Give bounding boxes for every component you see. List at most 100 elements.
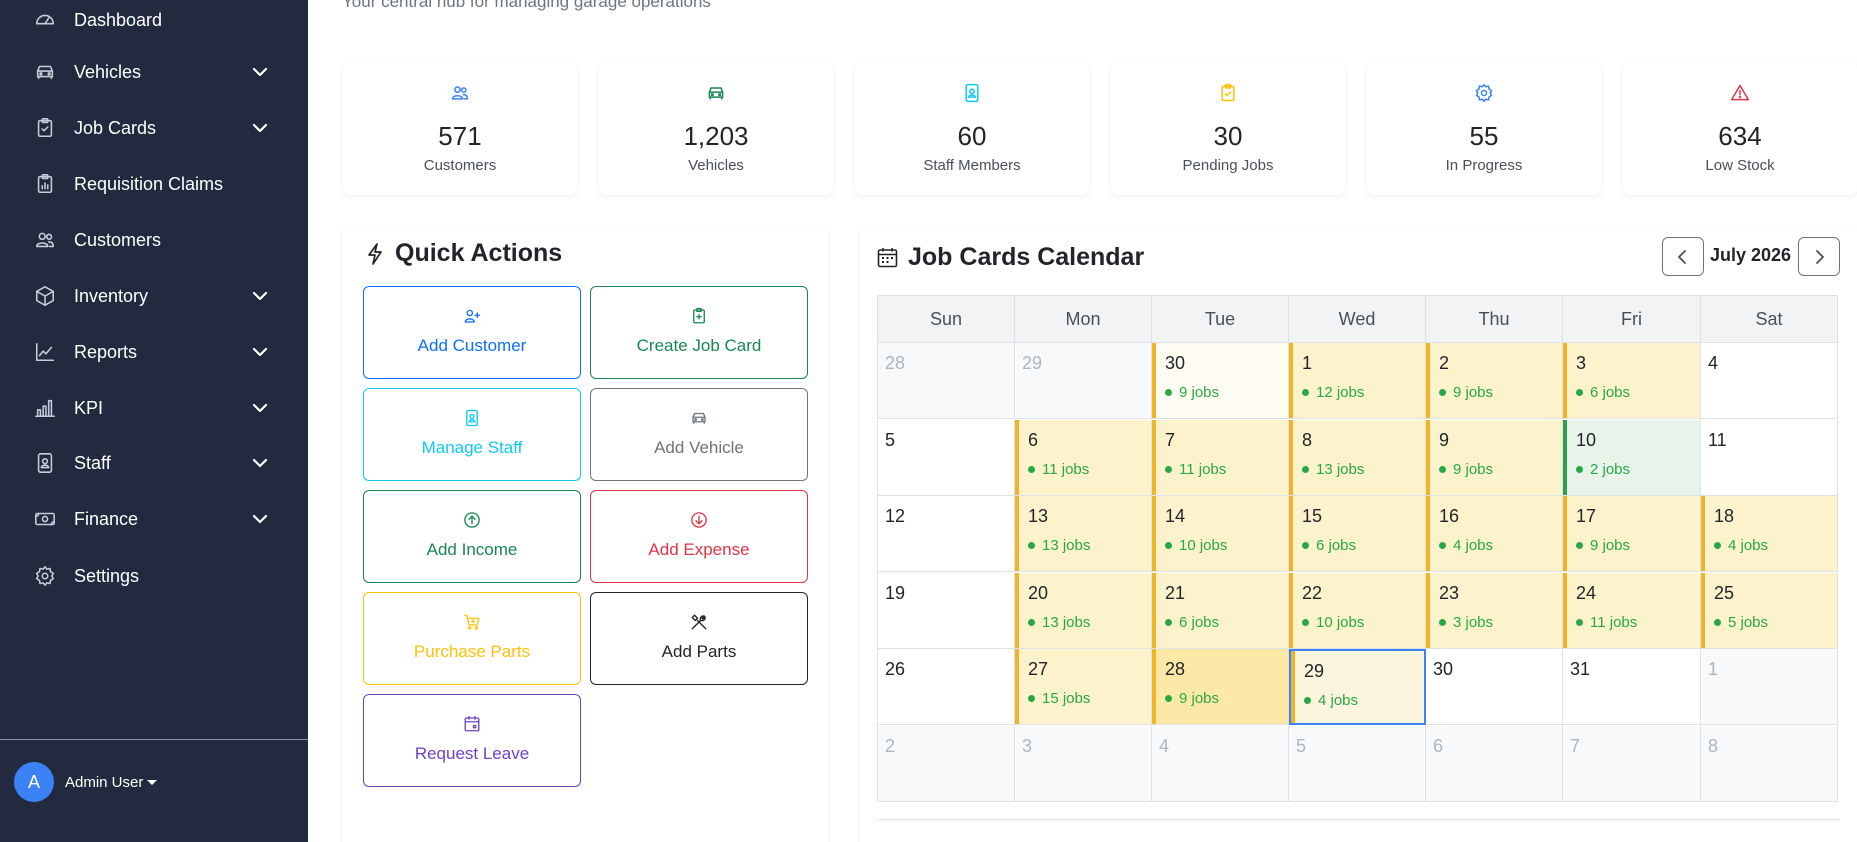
sidebar-item-dashboard[interactable]: Dashboard	[0, 0, 308, 45]
sidebar-item-vehicles[interactable]: Vehicles	[0, 47, 308, 97]
stat-label: Vehicles	[688, 157, 744, 174]
calendar-day-cell[interactable]: 14 10 jobs	[1152, 496, 1289, 572]
lightning-icon	[368, 242, 382, 265]
calendar-day-cell[interactable]: 6 11 jobs	[1015, 419, 1152, 496]
day-number: 29	[1304, 661, 1325, 681]
gear-icon	[35, 566, 55, 586]
calendar-day-cell[interactable]: 30 9 jobs	[1152, 343, 1289, 419]
sidebar-item-customers[interactable]: Customers	[0, 215, 308, 265]
job-count: 4 jobs	[1304, 692, 1358, 709]
job-count: 9 jobs	[1439, 384, 1493, 401]
sidebar-item-label: Dashboard	[74, 9, 163, 30]
add-income-button[interactable]: Add Income	[363, 490, 581, 583]
job-count: 10 jobs	[1302, 614, 1364, 631]
day-number: 8	[1708, 735, 1719, 756]
day-number: 28	[1165, 659, 1186, 679]
manage-staff-button[interactable]: Manage Staff	[363, 388, 581, 481]
calendar-day-cell[interactable]: 23 3 jobs	[1426, 572, 1563, 649]
button-label: Purchase Parts	[413, 642, 531, 661]
sidebar-item-inventory[interactable]: Inventory	[0, 271, 308, 321]
calendar-day-cell[interactable]: 17 9 jobs	[1563, 496, 1701, 572]
calendar-day-cell[interactable]: 4	[1701, 343, 1838, 419]
calendar-day-cell[interactable]: 25 5 jobs	[1701, 572, 1838, 649]
calendar-day-cell[interactable]: 16 4 jobs	[1426, 496, 1563, 572]
calendar-day-cell[interactable]: 8 13 jobs	[1289, 419, 1426, 496]
calendar-day-cell[interactable]: 21 6 jobs	[1152, 572, 1289, 649]
cash-icon	[33, 507, 57, 531]
arrow-up-circle-icon	[364, 511, 580, 529]
create-job-card-button[interactable]: Create Job Card	[590, 286, 808, 379]
calendar-day-cell[interactable]: 7 11 jobs	[1152, 419, 1289, 496]
stat-card-pending-jobs: 30 Pending Jobs	[1110, 62, 1346, 195]
stat-label: In Progress	[1445, 157, 1523, 174]
calendar-day-cell[interactable]: 31	[1563, 649, 1701, 725]
calendar-day-cell[interactable]: 30	[1426, 649, 1563, 725]
calendar-day-cell[interactable]: 20 13 jobs	[1015, 572, 1152, 649]
calendar-day-cell[interactable]: 24 11 jobs	[1563, 572, 1701, 649]
calendar-day-cell[interactable]: 5	[877, 419, 1015, 496]
calendar-day-cell[interactable]: 29	[1015, 343, 1152, 419]
calendar-day-cell[interactable]: 2	[877, 725, 1015, 802]
day-number: 29	[1022, 353, 1043, 373]
calendar-day-cell[interactable]: 13 13 jobs	[1015, 496, 1152, 572]
next-month-button[interactable]	[1798, 237, 1840, 276]
sidebar-item-kpi[interactable]: KPI	[0, 383, 308, 433]
sidebar-item-reports[interactable]: Reports	[0, 327, 308, 377]
job-count-label: 10 jobs	[1179, 537, 1228, 554]
calendar-day-cell[interactable]: 12	[877, 496, 1015, 572]
add-parts-button[interactable]: Add Parts	[590, 592, 808, 685]
status-dot	[1439, 618, 1446, 626]
day-number: 4	[1708, 353, 1719, 373]
chevron-down-icon	[252, 288, 268, 304]
calendar-day-cell[interactable]: 22 10 jobs	[1289, 572, 1426, 649]
sidebar-item-job-cards[interactable]: Job Cards	[0, 103, 308, 153]
arrow-down-circle-icon	[691, 512, 707, 528]
purchase-parts-button[interactable]: Purchase Parts	[363, 592, 581, 685]
calendar-day-cell[interactable]: 18 4 jobs	[1701, 496, 1838, 572]
request-leave-button[interactable]: Request Leave	[363, 694, 581, 787]
clipboard-icon	[33, 116, 57, 140]
sidebar-item-settings[interactable]: Settings	[0, 551, 308, 601]
car-icon	[708, 87, 724, 100]
cash-icon	[35, 512, 55, 526]
sidebar-item-staff[interactable]: Staff	[0, 438, 308, 488]
arrow-up-circle-icon	[464, 512, 480, 528]
calendar-day-cell[interactable]: 3	[1015, 725, 1152, 802]
job-count-label: 13 jobs	[1042, 537, 1091, 554]
calendar-day-cell[interactable]: 27 15 jobs	[1015, 649, 1152, 725]
calendar-day-cell[interactable]: 1 12 jobs	[1289, 343, 1426, 419]
add-customer-button[interactable]: Add Customer	[363, 286, 581, 379]
calendar-day-cell[interactable]: 7	[1563, 725, 1701, 802]
calendar-day-cell[interactable]: 11	[1701, 419, 1838, 496]
calendar-day-cell[interactable]: 10 2 jobs	[1563, 419, 1701, 496]
job-count: 9 jobs	[1439, 461, 1493, 478]
button-label: Add Customer	[417, 336, 527, 355]
sidebar-item-label: Job Cards	[74, 117, 157, 138]
calendar-day-cell[interactable]: 29 4 jobs	[1289, 649, 1426, 725]
prev-month-button[interactable]	[1662, 237, 1704, 276]
chevron-left-icon	[1678, 249, 1686, 264]
user-menu[interactable]: A Admin User	[14, 762, 158, 802]
calendar-day-cell[interactable]: 4	[1152, 725, 1289, 802]
sidebar-item-finance[interactable]: Finance	[0, 494, 308, 544]
stat-card-in-progress: 55 In Progress	[1366, 62, 1602, 195]
job-count: 4 jobs	[1714, 537, 1768, 554]
calendar-day-cell[interactable]: 19	[877, 572, 1015, 649]
calendar-day-cell[interactable]: 28 9 jobs	[1152, 649, 1289, 725]
calendar-day-cell[interactable]: 15 6 jobs	[1289, 496, 1426, 572]
calendar-day-cell[interactable]: 8	[1701, 725, 1838, 802]
add-expense-button[interactable]: Add Expense	[590, 490, 808, 583]
calendar-day-cell[interactable]: 5	[1289, 725, 1426, 802]
sidebar-item-requisition-claims[interactable]: Requisition Claims	[0, 159, 308, 209]
calendar-day-cell[interactable]: 26	[877, 649, 1015, 725]
job-count: 4 jobs	[1439, 537, 1493, 554]
add-vehicle-button[interactable]: Add Vehicle	[590, 388, 808, 481]
job-count-label: 4 jobs	[1728, 537, 1769, 554]
day-number: 7	[1570, 735, 1581, 756]
calendar-day-cell[interactable]: 6	[1426, 725, 1563, 802]
calendar-day-cell[interactable]: 1	[1701, 649, 1838, 725]
calendar-day-cell[interactable]: 28	[877, 343, 1015, 419]
